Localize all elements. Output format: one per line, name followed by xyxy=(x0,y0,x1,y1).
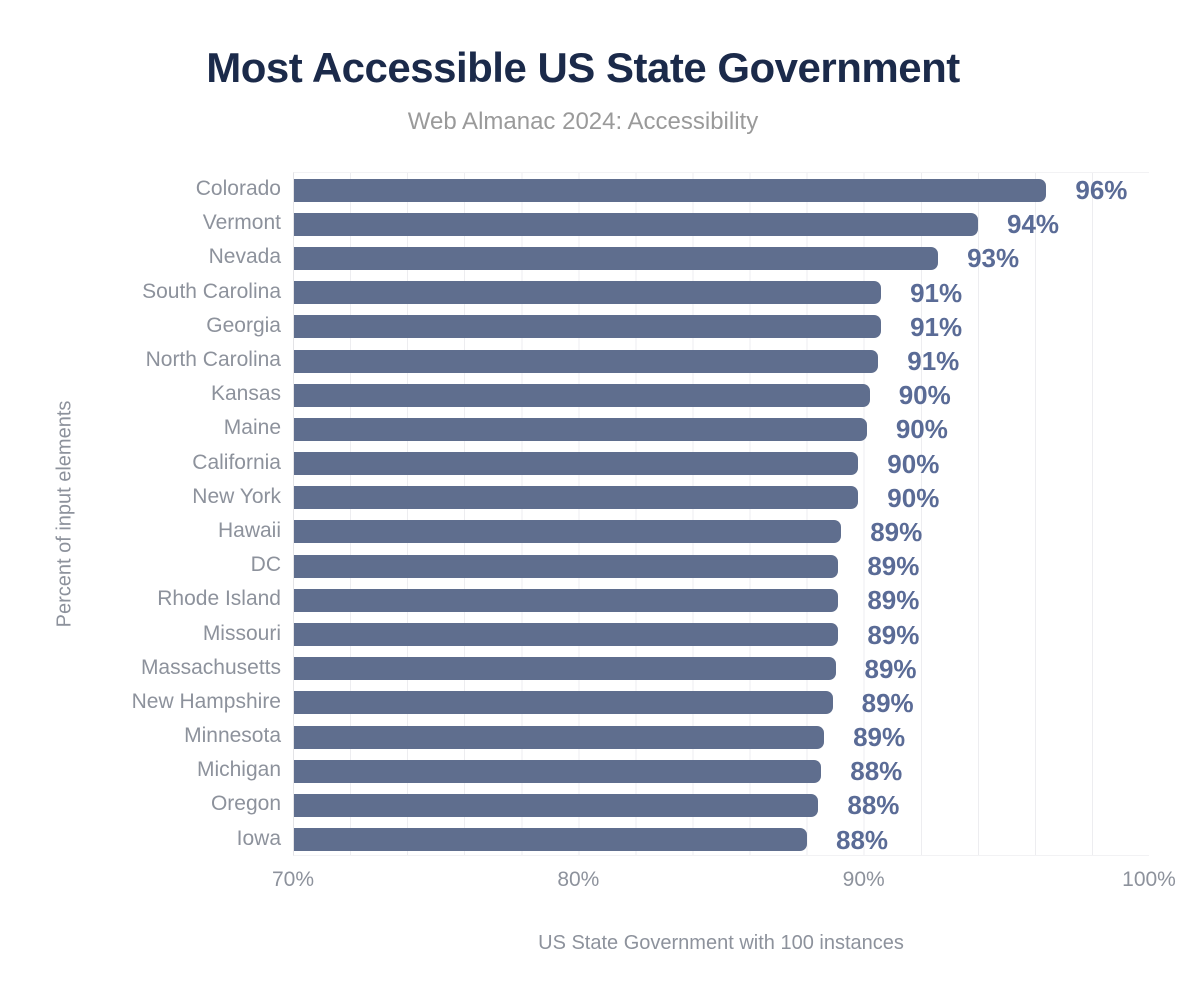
bar-dc xyxy=(294,554,839,578)
category-label: Iowa xyxy=(236,826,281,850)
category-label: South Carolina xyxy=(142,279,281,303)
bar-row: 88% xyxy=(294,754,1149,788)
bar-new-york xyxy=(294,486,859,510)
category-label: Massachusetts xyxy=(140,655,281,679)
bar-missouri xyxy=(294,623,839,647)
value-label: 89% xyxy=(864,653,917,684)
bar-kansas xyxy=(294,383,870,407)
bar-north-carolina xyxy=(294,349,879,373)
category-label: Michigan xyxy=(196,758,281,782)
category-label: Maine xyxy=(223,416,281,440)
category-labels: Colorado Vermont Nevada South Carolina Georg… xyxy=(0,172,281,856)
value-label: 89% xyxy=(867,551,920,582)
bar-row: 89% xyxy=(294,720,1149,754)
x-tick: 80% xyxy=(557,868,600,891)
category-label: Georgia xyxy=(206,313,281,337)
category-label: Minnesota xyxy=(184,724,281,748)
category-label: Colorado xyxy=(195,177,281,201)
bar-massachusetts xyxy=(294,657,836,681)
value-label: 89% xyxy=(870,516,923,547)
bar-row: 88% xyxy=(294,788,1149,822)
bar-row: 89% xyxy=(294,617,1149,651)
x-axis-ticks: 70% 80% 90% 100% xyxy=(272,868,1176,896)
bar-iowa xyxy=(294,828,807,852)
bar-row: 90% xyxy=(294,481,1149,515)
bar-rhode-island xyxy=(294,588,839,612)
bar-row: 90% xyxy=(294,412,1149,446)
bar-row: 90% xyxy=(294,447,1149,481)
bar-row: 96% xyxy=(294,173,1149,207)
value-label: 89% xyxy=(861,687,914,718)
bar-new-hampshire xyxy=(294,691,833,715)
x-tick: 90% xyxy=(842,868,885,891)
plot-area: 96% 94% 93% 91% 91% 91% 90% 90% 90% 90% 89% 89% 89% 8… xyxy=(293,172,1149,856)
bar-minnesota xyxy=(294,725,825,749)
value-label: 91% xyxy=(910,311,963,342)
bar-row: 91% xyxy=(294,344,1149,378)
bar-vermont xyxy=(294,212,978,236)
bar-row: 94% xyxy=(294,207,1149,241)
value-label: 94% xyxy=(1007,209,1060,240)
bar-michigan xyxy=(294,759,822,783)
bar-row: 89% xyxy=(294,583,1149,617)
bar-row: 89% xyxy=(294,652,1149,686)
x-tick: 70% xyxy=(271,868,315,891)
value-label: 88% xyxy=(847,790,900,821)
bar-row: 89% xyxy=(294,549,1149,583)
category-label: Kansas xyxy=(210,382,281,406)
bar-oregon xyxy=(294,793,819,817)
bar-row: 90% xyxy=(294,378,1149,412)
bar-hawaii xyxy=(294,520,842,544)
bar-south-carolina xyxy=(294,281,882,305)
bar-row: 89% xyxy=(294,686,1149,720)
value-label: 89% xyxy=(853,722,906,753)
chart-subtitle: Web Almanac 2024: Accessibility xyxy=(407,108,759,135)
value-label: 90% xyxy=(887,482,940,513)
value-label: 96% xyxy=(1075,175,1128,206)
category-label: Hawaii xyxy=(217,518,281,542)
category-label: DC xyxy=(250,553,281,577)
category-label: New Hampshire xyxy=(131,689,281,713)
bar-row: 93% xyxy=(294,241,1149,275)
category-label: North Carolina xyxy=(145,348,281,372)
value-label: 90% xyxy=(898,380,951,411)
bar-row: 88% xyxy=(294,823,1149,857)
bar-row: 91% xyxy=(294,276,1149,310)
category-label: Oregon xyxy=(210,792,281,816)
value-label: 88% xyxy=(836,824,889,855)
x-axis-title: US State Government with 100 instances xyxy=(538,932,904,954)
value-label: 89% xyxy=(867,619,920,650)
value-label: 90% xyxy=(887,448,940,479)
bar-nevada xyxy=(294,246,939,270)
category-label: Vermont xyxy=(202,211,281,235)
bar-colorado xyxy=(294,178,1047,202)
x-tick: 100% xyxy=(1122,868,1176,891)
value-label: 90% xyxy=(895,414,948,445)
bar-maine xyxy=(294,417,867,441)
value-label: 91% xyxy=(910,277,963,308)
bar-california xyxy=(294,452,859,476)
bar-row: 91% xyxy=(294,310,1149,344)
value-label: 93% xyxy=(967,243,1020,274)
bar-row: 89% xyxy=(294,515,1149,549)
chart-title: Most Accessible US State Government xyxy=(206,44,960,91)
category-label: New York xyxy=(192,484,281,508)
value-label: 89% xyxy=(867,585,920,616)
category-label: Nevada xyxy=(208,245,281,269)
value-label: 88% xyxy=(850,756,903,787)
bar-georgia xyxy=(294,315,882,339)
value-label: 91% xyxy=(907,346,960,377)
category-label: California xyxy=(192,450,281,474)
category-label: Rhode Island xyxy=(157,587,281,611)
category-label: Missouri xyxy=(202,621,281,645)
